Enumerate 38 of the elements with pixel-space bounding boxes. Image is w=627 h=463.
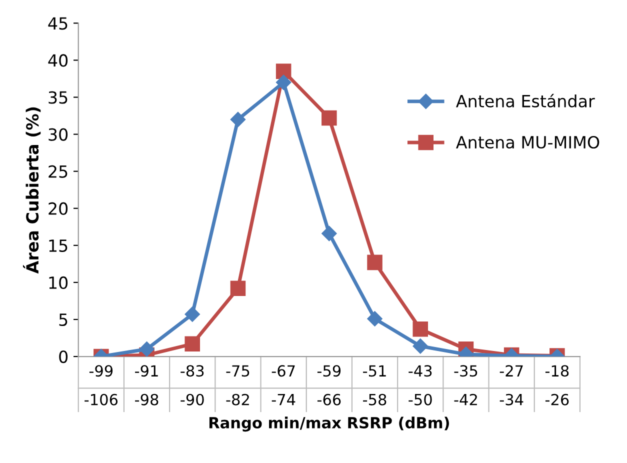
- point: [230, 280, 246, 296]
- point: [139, 342, 154, 357]
- point: [367, 254, 382, 270]
- x-tick-label: -59 -66: [317, 365, 341, 406]
- y-tick-label: 0: [59, 350, 68, 364]
- legend-label: Antena MU-MIMO: [456, 136, 600, 149]
- point: [322, 110, 337, 126]
- point: [184, 306, 200, 322]
- point: [412, 321, 428, 337]
- y-tick-label: 15: [49, 240, 68, 252]
- y-tick-label: 25: [48, 165, 68, 178]
- point: [276, 64, 292, 79]
- y-axis-title: Área Cubierta (%): [23, 107, 41, 274]
- y-tick-label: 20: [48, 202, 68, 215]
- y-tick-label: 40: [48, 54, 68, 67]
- x-tick-label: -91 -98: [135, 365, 158, 406]
- point: [230, 112, 246, 128]
- point: [184, 336, 200, 352]
- legend-label: Antena Estándar: [456, 94, 595, 108]
- y-tick-label: 45: [48, 17, 68, 30]
- y-tick-label: 10: [49, 276, 68, 289]
- x-tick-label: -67 -74: [272, 365, 296, 406]
- y-tick-label: 30: [48, 128, 68, 141]
- x-tick-label: -99 -106: [84, 365, 118, 406]
- y-tick-label: 35: [48, 91, 68, 104]
- x-tick-label: -27 -34: [500, 365, 524, 406]
- point: [367, 311, 382, 326]
- point: [412, 338, 428, 354]
- point: [322, 226, 337, 242]
- x-tick-label: -35 -42: [454, 365, 478, 406]
- x-tick-label: -18 -26: [545, 365, 569, 406]
- x-tick-label: -43 -50: [408, 365, 432, 406]
- point: [276, 74, 292, 90]
- x-axis-title: Rango min/max RSRP (dBm): [209, 416, 449, 432]
- x-tick-label: -51 -58: [363, 365, 386, 406]
- x-tick-label: -75 -82: [226, 365, 250, 406]
- y-tick-label: 5: [59, 314, 68, 326]
- x-tick-label: -83 -90: [180, 365, 204, 406]
